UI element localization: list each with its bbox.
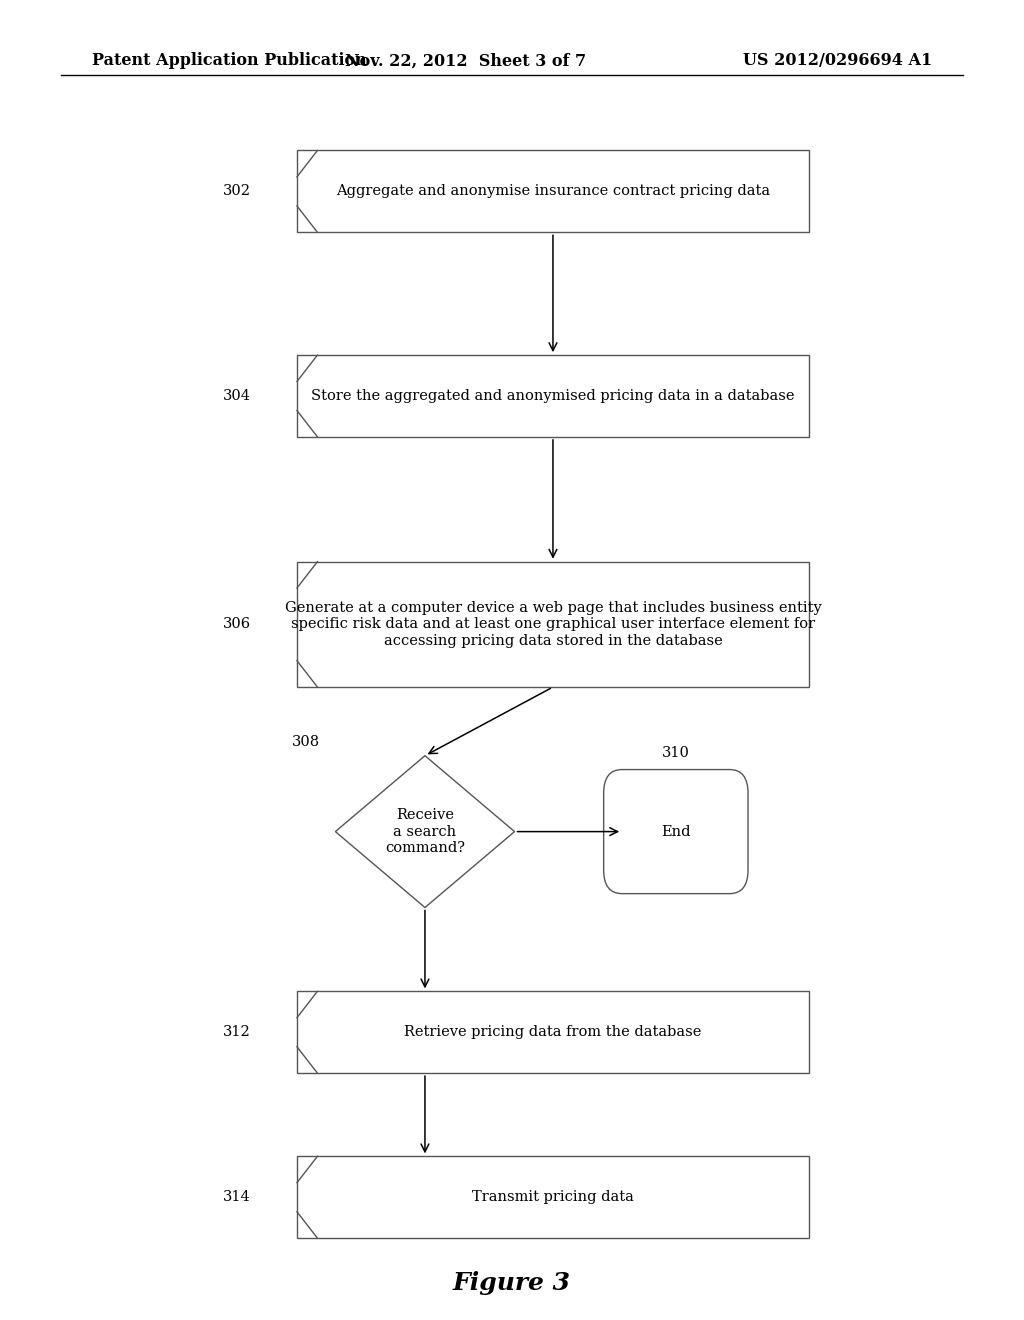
Text: 308: 308 [292,735,319,750]
Bar [297,562,809,686]
Text: 312: 312 [223,1026,251,1039]
Text: 304: 304 [223,389,251,403]
Text: Generate at a computer device a web page that includes business entity
specific : Generate at a computer device a web page… [285,601,821,648]
Text: 306: 306 [223,618,251,631]
Text: 310: 310 [662,746,690,760]
Bar [297,355,809,437]
Bar [297,150,809,232]
Text: Store the aggregated and anonymised pricing data in a database: Store the aggregated and anonymised pric… [311,389,795,403]
Text: Transmit pricing data: Transmit pricing data [472,1191,634,1204]
Text: Receive
a search
command?: Receive a search command? [385,808,465,855]
Text: Retrieve pricing data from the database: Retrieve pricing data from the database [404,1026,701,1039]
Text: Aggregate and anonymise insurance contract pricing data: Aggregate and anonymise insurance contra… [336,185,770,198]
Text: Figure 3: Figure 3 [453,1271,571,1295]
Text: US 2012/0296694 A1: US 2012/0296694 A1 [742,53,932,69]
FancyBboxPatch shape [604,770,748,894]
Text: End: End [662,825,690,838]
Text: Patent Application Publication: Patent Application Publication [92,53,367,69]
Text: Nov. 22, 2012  Sheet 3 of 7: Nov. 22, 2012 Sheet 3 of 7 [345,53,587,69]
Bar [297,1156,809,1238]
Text: 314: 314 [223,1191,251,1204]
Bar [297,991,809,1073]
Polygon shape [336,755,514,908]
Text: 302: 302 [223,185,251,198]
